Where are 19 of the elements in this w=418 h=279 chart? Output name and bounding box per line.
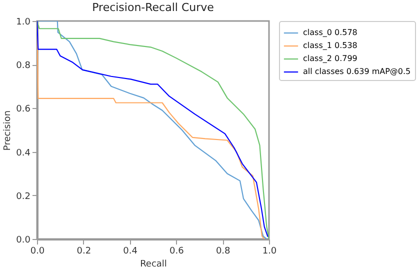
- y-tick-label: 0.0: [16, 236, 31, 246]
- y-axis-title: Precision: [3, 110, 14, 151]
- x-axis-title: Recall: [140, 260, 167, 270]
- legend-label: all classes 0.639 mAP@0.5: [303, 67, 411, 76]
- chart-title: Precision-Recall Curve: [92, 1, 214, 14]
- legend-label: class_2 0.799: [303, 54, 358, 63]
- y-tick-label: 0.6: [16, 104, 31, 115]
- x-tick-label: 0.0: [30, 246, 45, 256]
- y-tick-label: 1.0: [16, 18, 31, 28]
- y-tick-label: 0.8: [16, 61, 31, 72]
- x-tick-label: 1.0: [262, 246, 277, 256]
- y-tick-label: 0.4: [16, 148, 31, 158]
- x-tick-label: 0.4: [123, 246, 138, 256]
- y-tick-label: 0.2: [16, 192, 30, 202]
- legend-label: class_0 0.578: [303, 28, 358, 37]
- x-tick-label: 0.6: [170, 246, 184, 256]
- x-tick-label: 0.2: [76, 246, 92, 256]
- legend-label: class_1 0.538: [303, 41, 358, 50]
- x-tick-label: 0.8: [216, 246, 231, 256]
